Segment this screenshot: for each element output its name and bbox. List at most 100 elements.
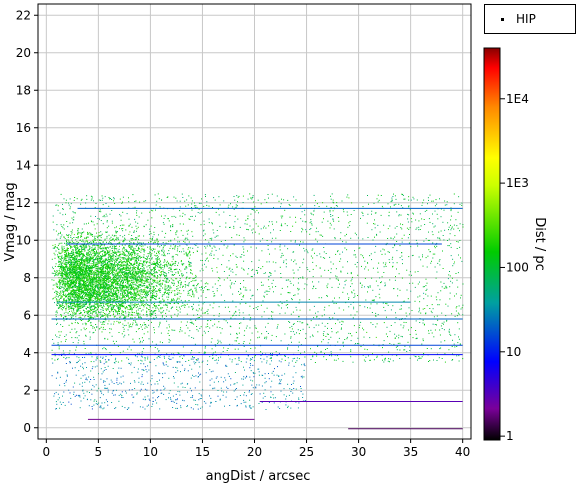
- data-point: [124, 290, 126, 292]
- data-point: [112, 298, 114, 300]
- data-point: [87, 299, 89, 301]
- data-point: [89, 295, 90, 297]
- data-point: [72, 299, 74, 301]
- data-point: [102, 284, 104, 286]
- data-point: [142, 289, 144, 290]
- data-point: [90, 315, 92, 317]
- data-point: [93, 311, 95, 313]
- data-point: [64, 285, 66, 287]
- data-point: [59, 262, 61, 264]
- data-point: [141, 285, 143, 287]
- data-point: [84, 245, 86, 247]
- data-point: [185, 284, 187, 286]
- data-point: [124, 264, 125, 266]
- data-point: [75, 266, 77, 268]
- data-point: [90, 241, 92, 243]
- data-point: [80, 317, 82, 319]
- data-point: [155, 271, 157, 273]
- data-point: [115, 273, 117, 275]
- data-point: [85, 280, 87, 281]
- data-point: [90, 252, 92, 254]
- data-point: [66, 266, 68, 268]
- data-point: [184, 306, 186, 308]
- data-point: [147, 257, 148, 259]
- data-point: [100, 231, 102, 233]
- data-point: [61, 269, 63, 270]
- data-point: [107, 290, 109, 291]
- data-point: [73, 285, 75, 287]
- data-point: [70, 283, 72, 285]
- data-point: [143, 280, 145, 282]
- data-point: [87, 232, 89, 234]
- data-point: [86, 328, 87, 330]
- data-point: [97, 258, 99, 260]
- data-point: [109, 264, 111, 266]
- data-point: [67, 305, 69, 307]
- data-point: [91, 291, 93, 293]
- data-point: [154, 271, 156, 273]
- data-point: [79, 254, 81, 255]
- data-point: [93, 291, 95, 293]
- data-point: [113, 279, 115, 281]
- data-point: [126, 283, 128, 284]
- data-point: [119, 241, 121, 243]
- data-point: [70, 231, 72, 233]
- data-point: [131, 311, 133, 313]
- data-point: [98, 272, 100, 274]
- data-point: [56, 274, 58, 276]
- data-point: [78, 232, 80, 234]
- data-point: [207, 283, 209, 285]
- data-point: [95, 303, 97, 305]
- data-point: [88, 319, 90, 321]
- data-point: [74, 271, 76, 273]
- data-point: [62, 270, 64, 272]
- data-point: [93, 244, 95, 246]
- data-point: [68, 255, 70, 257]
- data-point: [149, 246, 151, 248]
- data-point: [120, 278, 121, 280]
- data-point: [108, 261, 110, 263]
- data-point: [87, 312, 89, 314]
- data-point: [172, 258, 174, 260]
- data-point: [83, 250, 85, 252]
- data-point: [146, 307, 148, 309]
- data-point: [95, 244, 97, 246]
- data-point: [80, 263, 82, 265]
- data-point: [115, 293, 117, 295]
- data-point: [136, 228, 138, 230]
- data-point: [92, 263, 94, 265]
- data-point: [106, 277, 108, 279]
- data-point: [75, 284, 77, 286]
- data-point: [91, 297, 93, 299]
- data-point: [110, 259, 112, 261]
- data-point: [100, 302, 102, 304]
- data-point: [86, 311, 88, 313]
- data-point: [71, 279, 73, 281]
- data-point: [61, 267, 63, 269]
- data-point: [167, 281, 169, 283]
- data-point: [146, 315, 148, 317]
- data-point: [143, 300, 145, 302]
- data-point: [97, 292, 98, 294]
- data-point: [119, 289, 121, 291]
- data-point: [105, 247, 107, 249]
- data-point: [69, 254, 71, 256]
- data-point: [122, 265, 124, 267]
- data-point: [59, 294, 61, 296]
- data-point: [114, 315, 116, 317]
- data-point: [70, 241, 71, 243]
- data-point: [80, 289, 82, 290]
- data-point: [144, 288, 146, 290]
- data-point: [95, 251, 97, 253]
- data-point: [130, 284, 132, 286]
- data-point: [128, 269, 129, 271]
- data-point: [99, 292, 101, 294]
- data-point: [111, 234, 113, 236]
- data-point: [88, 300, 90, 302]
- data-point: [58, 232, 60, 234]
- data-point: [129, 268, 131, 270]
- data-point: [99, 258, 101, 260]
- data-point: [83, 255, 85, 257]
- data-point: [122, 311, 124, 313]
- data-point: [79, 251, 81, 253]
